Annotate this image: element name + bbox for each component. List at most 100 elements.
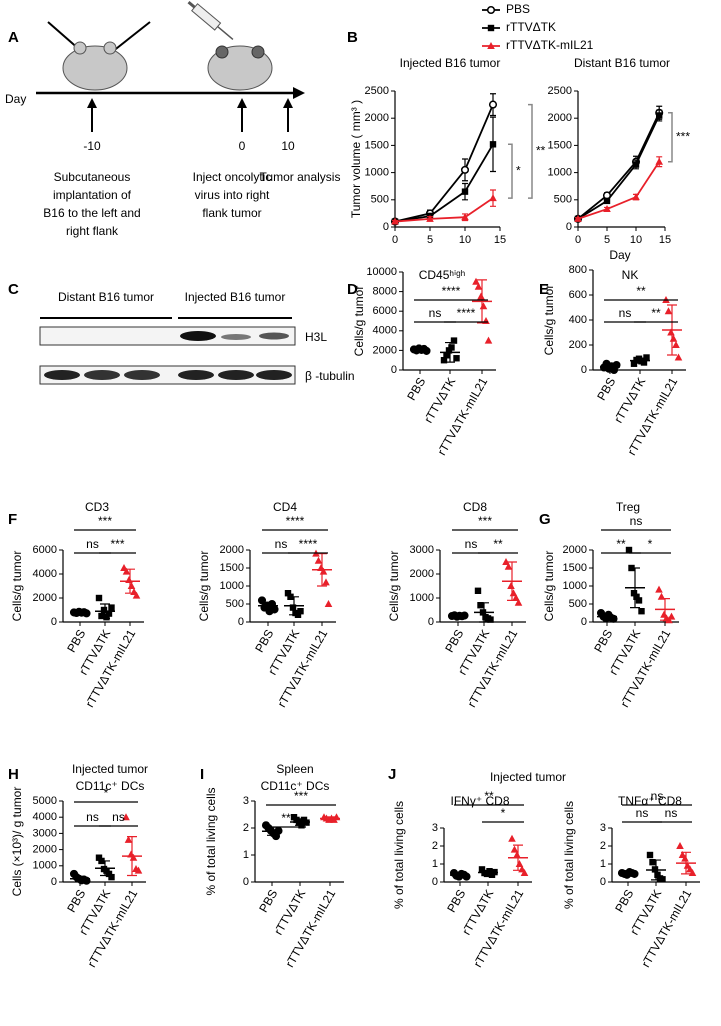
marker xyxy=(127,582,136,589)
marker xyxy=(513,851,521,858)
legend-marker xyxy=(486,5,496,15)
marker xyxy=(603,205,611,213)
error-bar xyxy=(477,279,487,324)
significance-label: ** xyxy=(493,537,503,551)
marker xyxy=(474,587,482,594)
y-axis-label: Cells/g tumor xyxy=(542,285,556,356)
legend-marker xyxy=(487,24,495,32)
marker xyxy=(667,328,675,336)
error-bar xyxy=(127,836,137,877)
y-tick-label: 1000 xyxy=(220,580,244,592)
significance-label: ns xyxy=(630,514,643,528)
y-tick-label: 2000 xyxy=(548,112,572,124)
chart-title: CD11c⁺ DCs xyxy=(261,779,330,793)
significance-label: *** xyxy=(676,129,690,143)
marker xyxy=(630,360,638,367)
error-bar xyxy=(453,614,463,617)
error-bar xyxy=(630,567,640,609)
marker xyxy=(132,591,141,599)
mouse-ear xyxy=(103,41,117,55)
band xyxy=(44,370,80,380)
panel-label: F xyxy=(8,511,17,528)
marker xyxy=(122,567,131,575)
y-tick-label: 1000 xyxy=(563,580,587,592)
y-tick-label: 500 xyxy=(554,194,572,206)
error-bar xyxy=(455,873,465,878)
significance-label: ns xyxy=(665,806,678,820)
marker xyxy=(667,612,676,620)
marker xyxy=(448,344,455,351)
marker xyxy=(632,193,640,201)
error-bar xyxy=(651,859,661,881)
marker xyxy=(95,854,103,861)
marker xyxy=(655,157,663,165)
marker xyxy=(635,597,643,604)
significance-label: ** xyxy=(636,284,646,298)
marker xyxy=(638,608,645,615)
marker xyxy=(512,594,520,601)
y-tick-label: 2000 xyxy=(410,568,434,580)
chart-title: CD4 xyxy=(273,500,297,514)
tumor xyxy=(215,45,229,59)
y-tick-label: 0 xyxy=(600,876,606,888)
blot-row xyxy=(39,326,296,346)
x-tick-label: 0 xyxy=(575,234,581,246)
y-tick-label: 0 xyxy=(243,876,249,888)
x-tick-label: 10 xyxy=(630,234,642,246)
error-bar xyxy=(445,341,455,363)
y-tick-label: 0 xyxy=(428,616,434,628)
significance-label: ns xyxy=(112,810,125,824)
x-tick-label: PBS xyxy=(256,887,280,915)
marker xyxy=(440,357,448,364)
chart-title: CD8 xyxy=(463,500,487,514)
note: Tumor analysis xyxy=(260,170,341,184)
marker xyxy=(656,112,663,119)
significance-label: * xyxy=(516,163,521,177)
y-tick-label: 1000 xyxy=(410,592,434,604)
marker xyxy=(108,604,115,611)
y-axis-label: Cells (×10³)/ g tumor xyxy=(10,787,24,897)
series-line xyxy=(394,197,494,223)
marker xyxy=(489,194,497,202)
y-tick-label: 1000 xyxy=(548,167,572,179)
marker xyxy=(603,197,611,205)
marker xyxy=(124,835,133,843)
panel-label: G xyxy=(539,511,551,528)
marker xyxy=(324,600,333,607)
error-bar xyxy=(325,816,335,821)
y-tick-label: 4000 xyxy=(33,811,57,823)
significance-label: ** xyxy=(484,789,494,803)
y-tick-label: 2 xyxy=(600,840,606,852)
marker xyxy=(674,353,683,361)
x-axis-label: Day xyxy=(609,248,630,262)
marker xyxy=(450,337,458,344)
band xyxy=(124,370,160,380)
y-tick-label: 3000 xyxy=(410,544,434,556)
needle xyxy=(217,25,234,40)
marker xyxy=(630,590,638,597)
significance-label: ** xyxy=(651,306,661,320)
marker xyxy=(646,851,654,859)
y-tick-label: 400 xyxy=(569,314,587,326)
significance-label: ns xyxy=(86,537,99,551)
note: Inject oncolytic xyxy=(193,170,272,184)
series-line xyxy=(577,115,661,220)
chart-title: Treg xyxy=(616,500,640,514)
significance-bracket xyxy=(508,143,513,199)
significance-label: ns xyxy=(619,306,632,320)
chart-title: Spleen xyxy=(276,762,313,776)
marker xyxy=(477,292,485,300)
note: Subcutaneous xyxy=(54,170,131,184)
y-tick-label: 2000 xyxy=(563,544,587,556)
legend-label: PBS xyxy=(506,2,530,16)
marker xyxy=(504,562,513,570)
significance-label: **** xyxy=(442,284,461,298)
shared-title: Injected tumor xyxy=(490,770,566,784)
marker xyxy=(669,334,678,342)
significance-label: *** xyxy=(478,514,492,528)
marker xyxy=(122,813,130,821)
note: implantation of xyxy=(53,188,132,202)
chart-title: Injected B16 tumor xyxy=(400,56,501,70)
series-line xyxy=(394,104,494,223)
error-bar xyxy=(513,844,523,871)
